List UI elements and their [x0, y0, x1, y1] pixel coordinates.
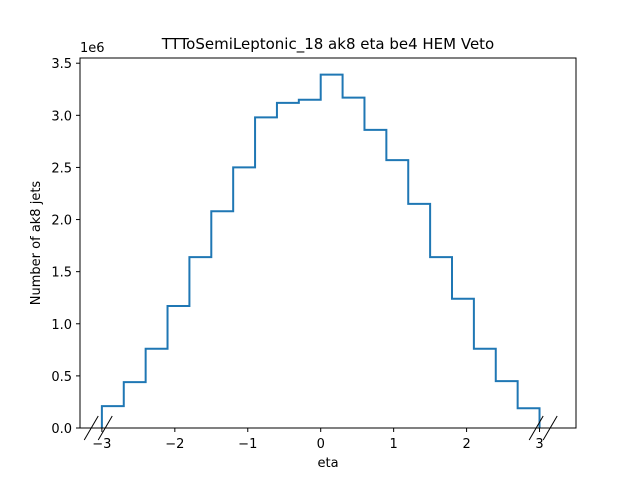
x-axis-label: eta: [317, 456, 338, 471]
x-tick-label: −2: [165, 437, 184, 452]
y-tick-label: 0.5: [51, 370, 72, 385]
y-tick-label: 3.0: [51, 109, 72, 124]
y-axis-ticks: 0.0 0.5 1.0 1.5 2.0 2.5 3.0 3.5: [51, 57, 80, 437]
y-tick-label: 2.0: [51, 214, 72, 229]
y-tick-label: 1.0: [51, 318, 72, 333]
histogram-step-line: [100, 73, 541, 428]
axis-break-line: [97, 415, 113, 441]
axis-break-line: [542, 415, 558, 441]
x-tick-label: 2: [462, 437, 470, 452]
chart-title: TTToSemiLeptonic_18 ak8 eta be4 HEM Veto: [161, 35, 494, 54]
x-tick-label: 3: [535, 437, 543, 452]
axis-break-line: [528, 415, 544, 441]
y-axis-label: Number of ak8 jets: [29, 181, 44, 306]
y-tick-label: 3.5: [51, 57, 72, 72]
y-axis-offset-text: 1e6: [80, 41, 105, 56]
x-axis-ticks: −3 −2 −1 0 1 2 3: [92, 428, 544, 452]
x-tick-label: 0: [317, 437, 325, 452]
y-tick-label: 0.0: [51, 422, 72, 437]
y-tick-label: 1.5: [51, 266, 72, 281]
axis-break-markers: [83, 415, 558, 441]
x-tick-label: 1: [390, 437, 398, 452]
axes-frame: [79, 57, 577, 429]
x-tick-label: −1: [238, 437, 257, 452]
x-tick-label: −3: [92, 437, 111, 452]
y-tick-label: 2.5: [51, 161, 72, 176]
axis-break-line: [83, 415, 99, 441]
